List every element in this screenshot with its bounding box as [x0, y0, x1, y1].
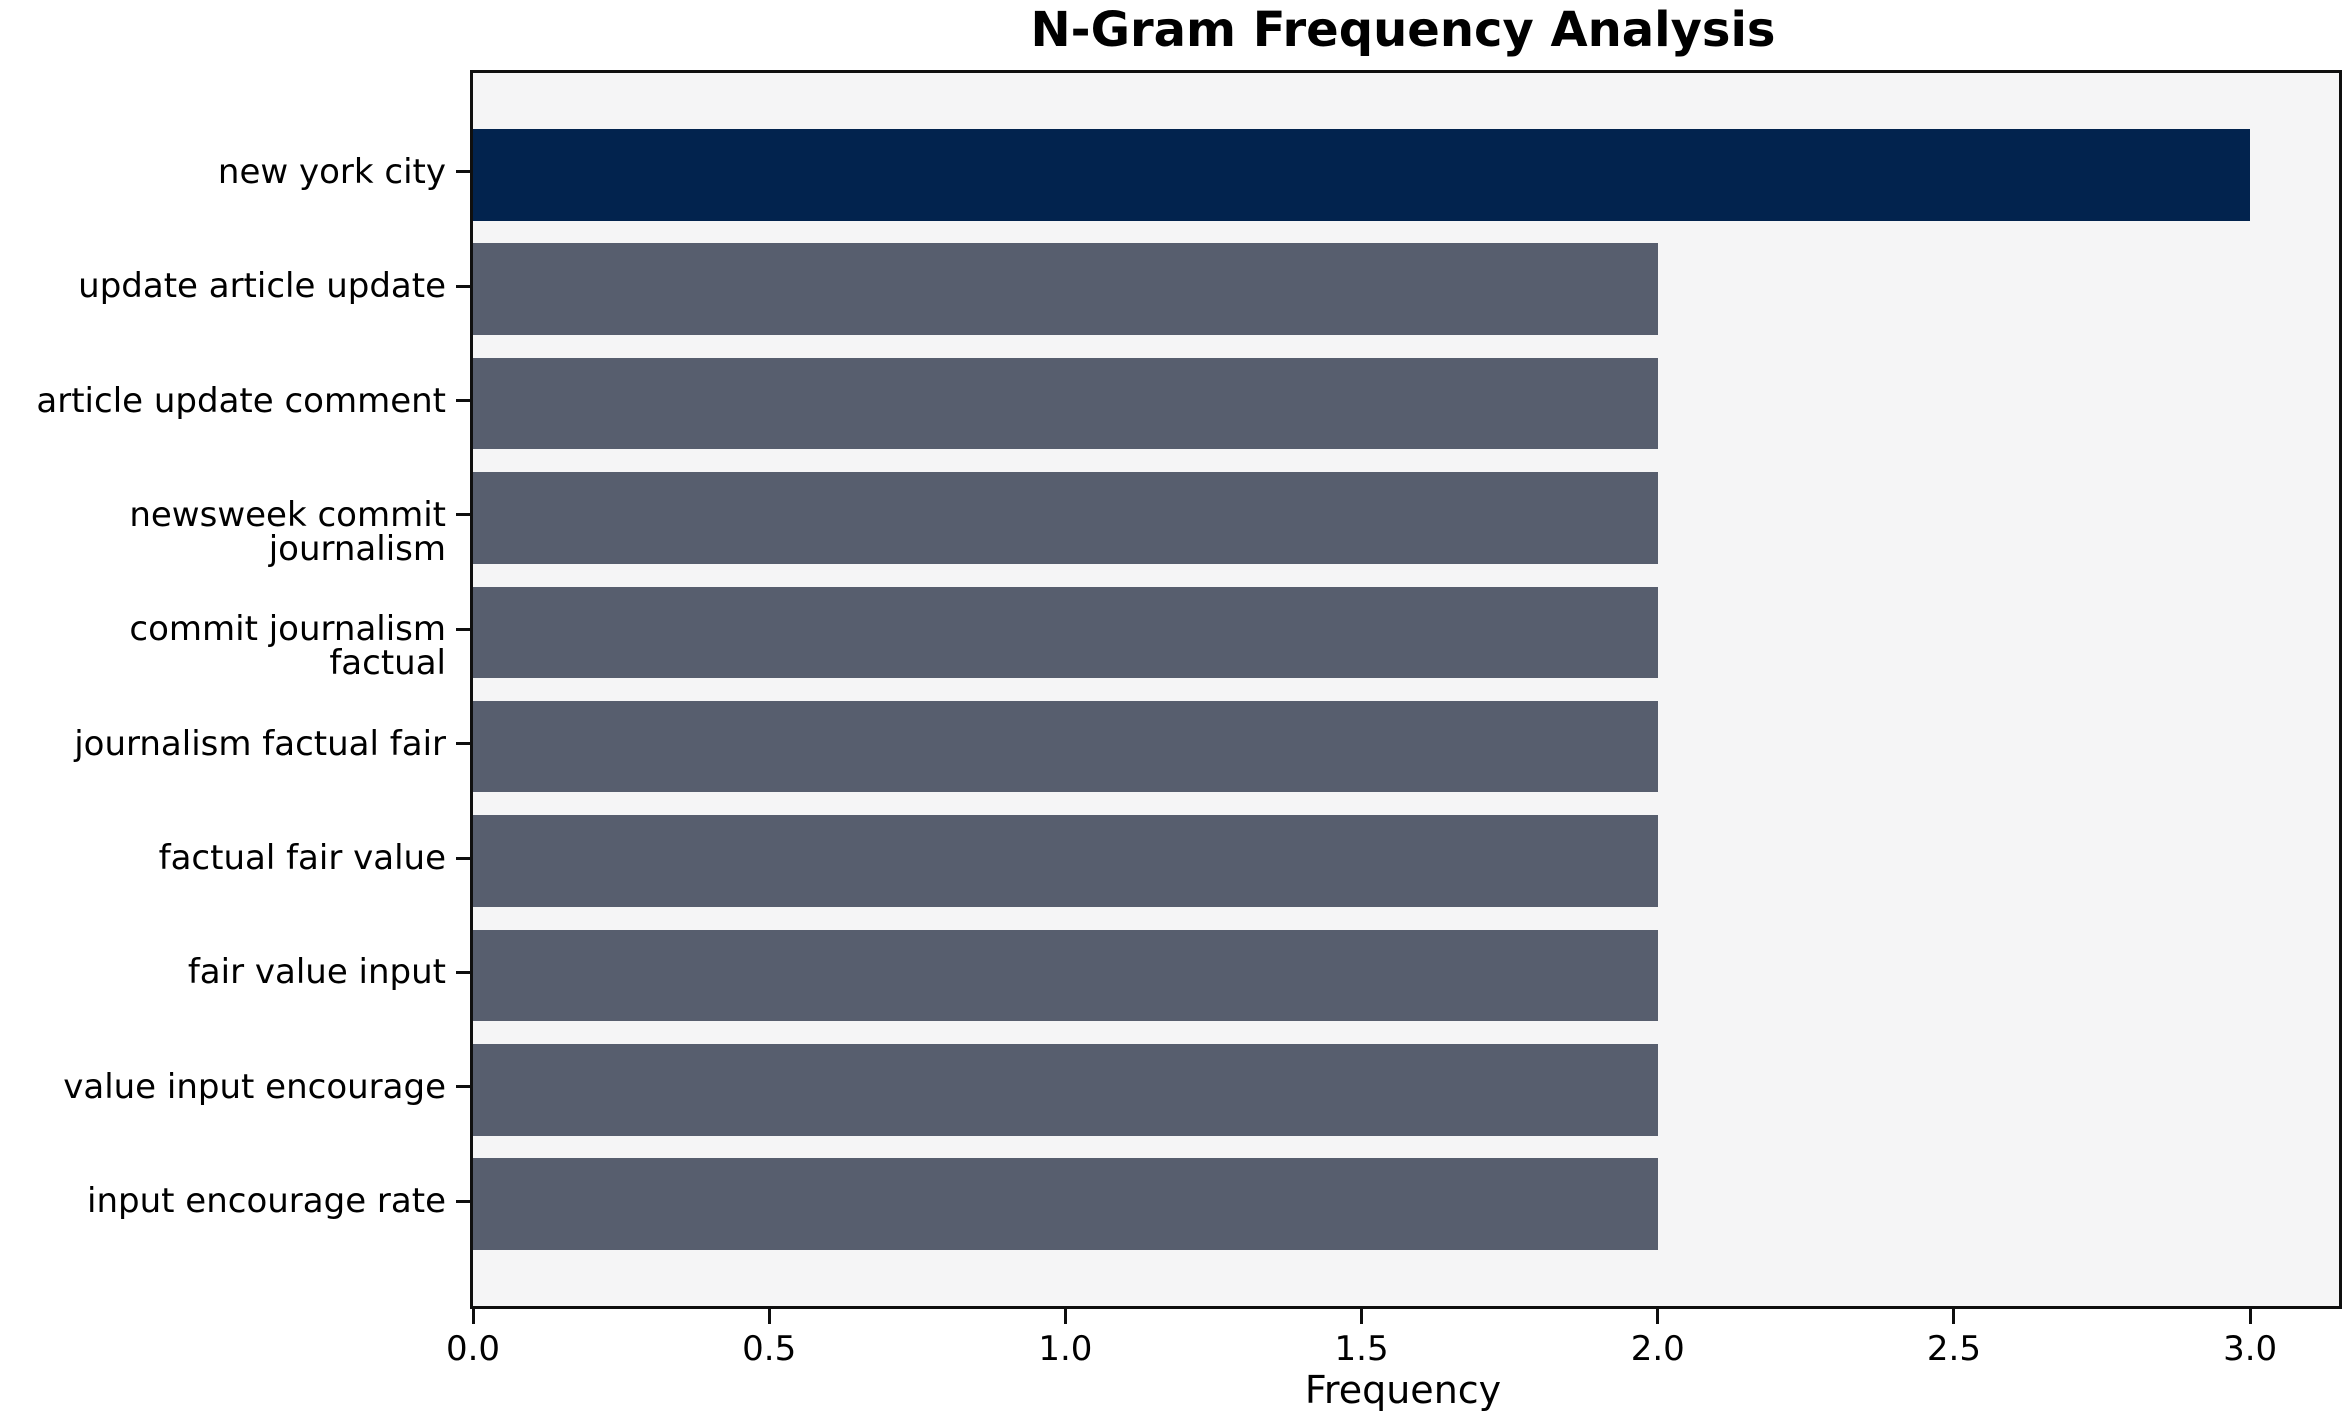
x-tick-mark — [767, 1309, 771, 1324]
x-axis-tick-label: 0.5 — [742, 1329, 797, 1369]
y-tick-mark — [456, 856, 470, 860]
x-axis-label: Frequency — [1304, 1368, 1502, 1412]
bar — [473, 243, 1658, 335]
bar — [473, 1158, 1658, 1250]
x-tick-mark — [1063, 1309, 1067, 1324]
y-axis-label: journalism factual fair — [74, 723, 446, 764]
x-axis-tick-label: 3.0 — [2223, 1329, 2278, 1369]
y-tick-mark — [456, 1199, 470, 1203]
x-axis-tick-label: 2.0 — [1630, 1329, 1685, 1369]
y-axis-label: factual fair value — [158, 838, 446, 879]
bar — [473, 1044, 1658, 1136]
bar — [473, 929, 1658, 1022]
y-tick-mark — [456, 513, 470, 517]
bar — [473, 700, 1658, 793]
plot-area — [470, 70, 2342, 1309]
bar — [473, 357, 1658, 450]
y-axis-label: input encourage rate — [87, 1181, 446, 1222]
x-tick-mark — [1360, 1309, 1364, 1324]
y-axis-label: fair value input — [187, 952, 446, 993]
y-tick-mark — [456, 627, 470, 631]
bar — [473, 472, 1658, 564]
x-tick-mark — [2248, 1309, 2252, 1324]
y-axis-label: update article update — [78, 266, 446, 307]
y-tick-mark — [456, 970, 470, 974]
bar — [473, 586, 1658, 679]
y-tick-mark — [456, 284, 470, 288]
y-tick-mark — [456, 742, 470, 746]
x-axis-tick-label: 0.0 — [445, 1329, 501, 1369]
y-axis-label: value input encourage — [63, 1066, 446, 1107]
y-axis-label: commit journalism factual — [129, 609, 446, 684]
bar — [473, 129, 2251, 221]
chart-title: N-Gram Frequency Analysis — [1030, 2, 1776, 58]
x-tick-mark — [471, 1309, 475, 1324]
y-axis-label: article update comment — [36, 380, 446, 421]
x-axis-tick-label: 1.0 — [1038, 1329, 1093, 1369]
y-tick-mark — [456, 399, 470, 403]
y-tick-mark — [456, 1085, 470, 1089]
x-tick-mark — [1952, 1309, 1956, 1324]
bar — [473, 815, 1658, 907]
y-axis-label: new york city — [217, 151, 446, 192]
x-tick-mark — [1656, 1309, 1660, 1324]
y-tick-mark — [456, 170, 470, 174]
x-axis-tick-label: 2.5 — [1926, 1329, 1981, 1369]
x-axis-tick-label: 1.5 — [1334, 1329, 1389, 1369]
y-axis-label: newsweek commit journalism — [129, 494, 446, 569]
